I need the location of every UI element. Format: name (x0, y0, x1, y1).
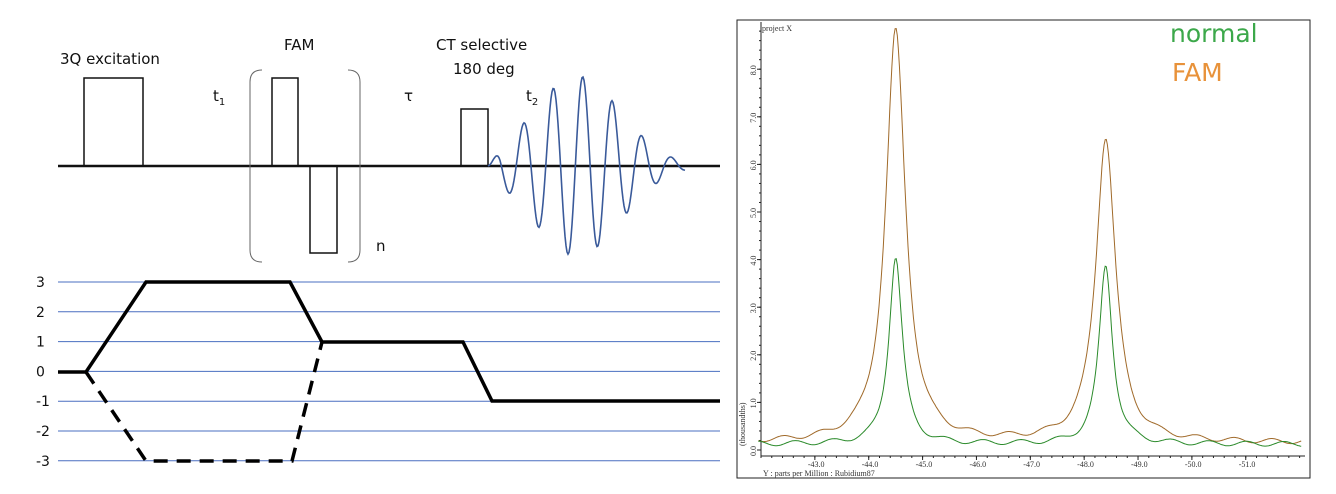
spectrum-line-fam (758, 28, 1302, 445)
chart-title: project X (762, 24, 792, 33)
label-n: n (376, 237, 386, 255)
coherence-path-dashed (84, 341, 324, 463)
x-tick-label: -48.0 (1077, 460, 1094, 469)
label-ct-selective: CT selective (436, 36, 527, 54)
x-axis-label: Y : parts per Million : Rubidium87 (763, 469, 875, 478)
bracket-left (249, 69, 263, 263)
y-tick-label: 3.0 (749, 303, 758, 313)
coherence-level-label: 3 (36, 275, 45, 291)
x-tick-label: -47.0 (1023, 460, 1040, 469)
legend-normal: normal (1170, 19, 1258, 48)
chart-frame (736, 19, 1311, 479)
pulse-sequence (58, 69, 720, 263)
x-tick-label: -46.0 (969, 460, 986, 469)
y-tick-label: 1.0 (749, 398, 758, 408)
coherence-level-label: 0 (36, 364, 45, 380)
coherence-level-label: 2 (36, 305, 45, 321)
y-tick-label: 8.0 (749, 65, 758, 75)
label-fam: FAM (284, 36, 314, 54)
spectrum-line-normal (758, 258, 1302, 447)
coherence-path-solid (58, 280, 720, 403)
y-tick-label: 0.0 (749, 446, 758, 456)
coherence-level-label: -3 (36, 454, 50, 470)
x-tick-label: -45.0 (916, 460, 933, 469)
x-tick-label: -51.0 (1239, 460, 1256, 469)
legend-fam: FAM (1172, 58, 1223, 87)
coherence-levels: 3 2 1 0 -1 -2 -3 (36, 275, 720, 470)
excitation-pulse (83, 77, 144, 167)
y-tick-label: 6.0 (749, 160, 758, 170)
ct-selective-pulse (460, 108, 489, 167)
coherence-level-label: -1 (36, 394, 50, 410)
spectrum-chart: project X Y : parts per Million : Rubidi… (736, 19, 1311, 479)
label-t2: t2 (526, 87, 538, 108)
label-3q-excitation: 3Q excitation (60, 50, 160, 68)
coherence-level-label: 1 (36, 335, 45, 351)
fid-signal (487, 75, 686, 256)
bracket-right (347, 69, 361, 263)
coherence-level-label: -2 (36, 424, 50, 440)
y-tick-label: 2.0 (749, 351, 758, 361)
label-t1: t1 (213, 87, 225, 108)
label-tau: τ (404, 87, 413, 105)
y-tick-label: 5.0 (749, 208, 758, 218)
x-tick-label: -44.0 (862, 460, 879, 469)
x-tick-label: -49.0 (1131, 460, 1148, 469)
x-tick-label: -43.0 (808, 460, 825, 469)
fam-negative-pulse (309, 165, 338, 254)
x-tick-label: -50.0 (1185, 460, 1202, 469)
y-tick-label: 7.0 (749, 113, 758, 123)
y-tick-label: 4.0 (749, 256, 758, 266)
label-180-deg: 180 deg (453, 60, 515, 78)
y-axis-label: (thousandths) (738, 402, 747, 446)
fam-positive-pulse (271, 77, 299, 167)
